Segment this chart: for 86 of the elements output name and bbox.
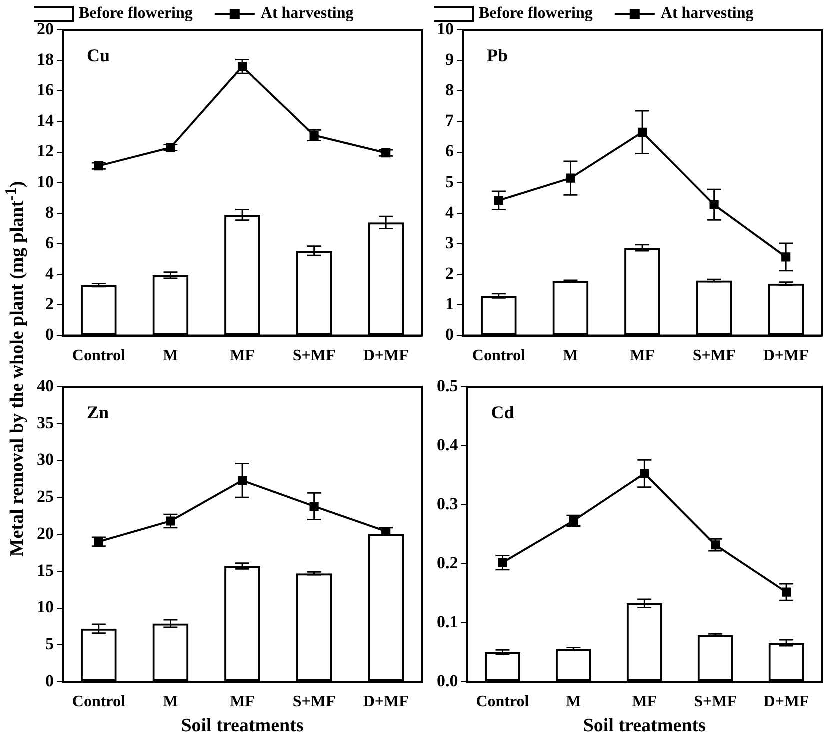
x-tick-label: M xyxy=(566,694,582,711)
point xyxy=(94,537,104,546)
x-tick-label: M xyxy=(163,348,178,365)
point xyxy=(782,252,791,262)
point xyxy=(498,558,508,568)
point xyxy=(310,130,319,140)
legend-label: Before flowering xyxy=(479,5,593,22)
y-tick-label: 8 xyxy=(446,80,454,100)
annotation: Cu xyxy=(87,46,110,66)
y-tick-label: 0.2 xyxy=(437,553,458,572)
point xyxy=(166,516,176,526)
y-tick-label: 5 xyxy=(46,634,54,654)
y-tick-label: 2 xyxy=(446,264,454,284)
point xyxy=(238,62,248,72)
x-tick-label: S+MF xyxy=(692,348,736,365)
point xyxy=(710,200,719,210)
annotation: Zn xyxy=(87,402,110,423)
point xyxy=(166,143,176,152)
x-tick-label: Control xyxy=(472,348,526,365)
y-tick-label: 4 xyxy=(46,264,54,284)
y-tick-label: 0 xyxy=(46,325,54,344)
x-tick-label: MF xyxy=(630,348,656,365)
y-tick-label: 10 xyxy=(37,172,54,192)
point xyxy=(711,540,720,550)
legend-label: At harvesting xyxy=(260,5,354,22)
legend-label: At harvesting xyxy=(660,5,754,22)
x-tick-label: D+MF xyxy=(363,348,410,365)
y-tick-label: 0.3 xyxy=(437,494,458,514)
y-tick-label: 9 xyxy=(446,50,454,69)
y-tick-label: 3 xyxy=(446,233,454,252)
point xyxy=(494,196,504,206)
y-tick-label: 16 xyxy=(37,80,54,100)
y-tick-label: 12 xyxy=(37,142,54,161)
x-tick-label: S+MF xyxy=(694,694,738,711)
y-tick-label: 7 xyxy=(446,111,454,130)
annotation: Cd xyxy=(491,402,514,423)
y-tick-label: 0.0 xyxy=(437,671,458,690)
y-tick-label: 15 xyxy=(37,560,54,580)
y-tick-label: 30 xyxy=(37,450,54,470)
y-tick-label: 6 xyxy=(446,142,454,161)
y-tick-label: 0.4 xyxy=(437,435,459,454)
x-tick-label: D+MF xyxy=(764,694,810,711)
x-tick-label: S+MF xyxy=(292,348,336,365)
point xyxy=(94,162,104,171)
x-tick-label: Control xyxy=(476,694,530,711)
y-tick-label: 0 xyxy=(446,325,454,344)
y-tick-label: 35 xyxy=(37,413,54,432)
point xyxy=(238,476,248,486)
y-tick-label: 20 xyxy=(37,19,54,38)
y-tick-label: 4 xyxy=(446,202,454,222)
y-tick-label: 0.1 xyxy=(437,612,458,632)
x-tick-label: D+MF xyxy=(763,348,810,365)
x-tick-label: MF xyxy=(230,694,256,711)
point xyxy=(566,174,576,183)
y-tick-label: 10 xyxy=(37,598,54,617)
point xyxy=(640,469,650,478)
y-tick-label: 2 xyxy=(46,294,54,314)
x-tick-label: D+MF xyxy=(363,694,410,711)
x-axis-title: Soil treatments xyxy=(181,716,304,737)
legend-label: Before flowering xyxy=(79,5,193,22)
x-tick-label: M xyxy=(163,694,178,711)
y-tick-label: 8 xyxy=(46,202,54,222)
y-tick-label: 5 xyxy=(446,172,454,192)
x-tick-label: Control xyxy=(72,694,126,711)
point xyxy=(782,588,792,597)
y-tick-label: 14 xyxy=(37,111,54,130)
y-tick-label: 0.5 xyxy=(437,376,458,396)
point xyxy=(310,502,319,512)
y-tick-label: 40 xyxy=(37,376,54,396)
y-tick-label: 20 xyxy=(37,524,54,543)
y-tick-label: 6 xyxy=(46,233,54,252)
x-tick-label: S+MF xyxy=(292,694,336,711)
point xyxy=(569,516,578,526)
y-tick-label: 10 xyxy=(437,19,454,38)
y-tick-label: 18 xyxy=(37,50,54,69)
annotation: Pb xyxy=(487,46,508,66)
y-tick-label: 0 xyxy=(46,671,54,690)
y-tick-label: 1 xyxy=(446,294,454,314)
x-axis-title: Soil treatments xyxy=(583,716,706,737)
point xyxy=(382,148,391,158)
x-tick-label: M xyxy=(563,348,578,365)
x-tick-label: MF xyxy=(230,348,256,365)
x-tick-label: Control xyxy=(72,348,126,365)
x-tick-label: MF xyxy=(632,694,658,711)
y-tick-label: 25 xyxy=(37,487,54,506)
point xyxy=(638,128,648,137)
